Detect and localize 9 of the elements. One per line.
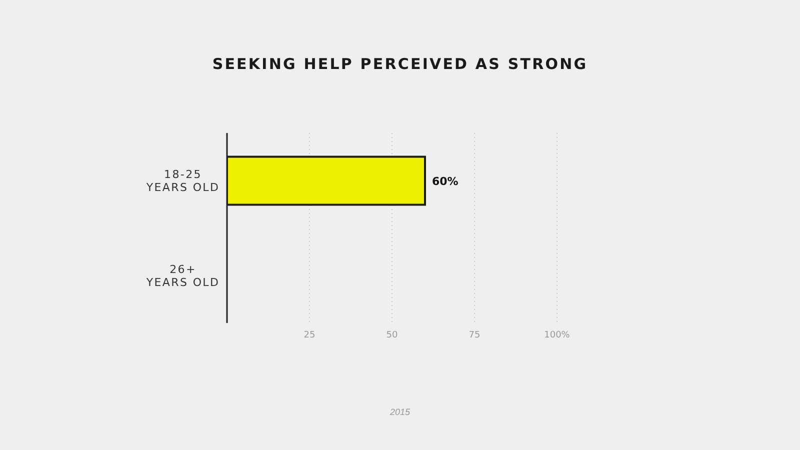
y-tick-label: 26+ YEARS OLD bbox=[145, 262, 220, 288]
x-tick-label: 100% bbox=[544, 330, 570, 340]
x-tick-label: 75 bbox=[468, 330, 480, 340]
chart-title: SEEKING HELP PERCEIVED AS STRONG bbox=[212, 55, 588, 73]
x-tick-label: 25 bbox=[304, 330, 316, 340]
data-label: 60% bbox=[432, 174, 458, 188]
y-tick-label: 18-25 YEARS OLD bbox=[145, 168, 220, 194]
text: 2015 bbox=[390, 407, 410, 417]
x-tick-label: 50 bbox=[386, 330, 398, 340]
